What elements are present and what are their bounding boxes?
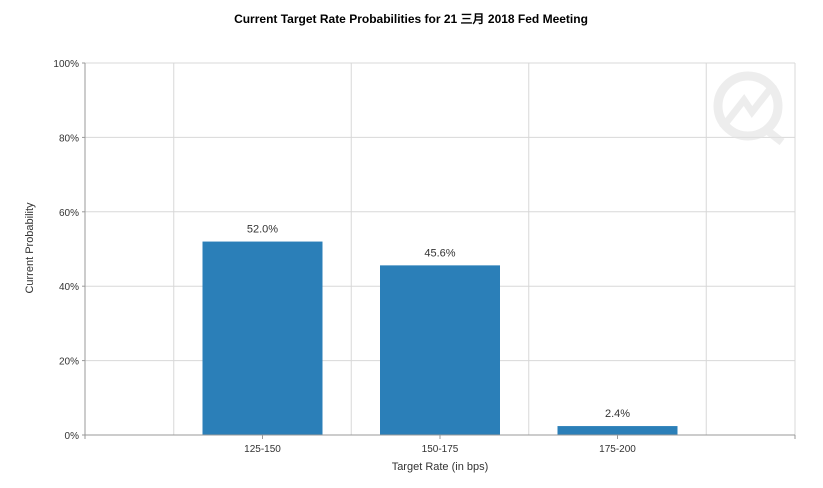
bar-175-200 [557,426,678,435]
bar-value-label: 45.6% [424,247,455,259]
bars [202,241,678,435]
bar-value-label: 2.4% [605,408,630,420]
bar-125-150 [202,241,323,435]
y-tick-label: 60% [59,208,79,219]
y-axis-label: Current Probability [24,202,36,294]
bar-value-label: 52.0% [247,224,278,236]
data-labels: 52.0% 45.6% 2.4% [247,224,630,421]
x-tick-labels: 125-150 150-175 175-200 [244,444,636,455]
y-tick-label: 0% [65,431,80,442]
x-tick-label: 125-150 [244,444,281,455]
axes [82,62,796,439]
chart-title: Current Target Rate Probabilities for 21… [234,12,588,26]
y-tick-label: 40% [59,282,79,293]
y-tick-label: 80% [59,133,79,144]
x-axis-label: Target Rate (in bps) [392,461,489,473]
y-tick-label: 100% [53,59,79,70]
x-tick-label: 175-200 [599,444,636,455]
y-tick-label: 20% [59,357,79,368]
watermark-logo-icon [713,71,785,146]
y-tick-labels: 0% 20% 40% 60% 80% 100% [53,59,79,442]
bar-150-175 [380,265,500,435]
x-tick-label: 150-175 [422,444,459,455]
